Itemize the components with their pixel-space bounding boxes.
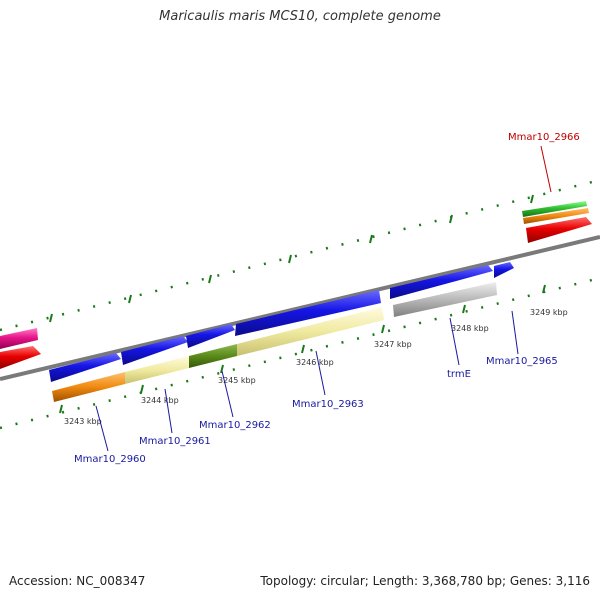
tick-label: 3249 kbp [530, 308, 568, 317]
gene-label-mmar10-2961[interactable]: Mmar10_2961 [139, 436, 211, 447]
tick-label: 3245 kbp [218, 376, 256, 385]
gene-leader-lines [95, 145, 552, 452]
gene-label-mmar10-2966[interactable]: Mmar10_2966 [508, 132, 580, 143]
genome-backbone [0, 235, 600, 381]
right-genes [522, 201, 592, 243]
gene-label-mmar10-2965[interactable]: Mmar10_2965 [486, 356, 558, 367]
gene-arrow-blue[interactable] [186, 324, 235, 348]
feature-grey[interactable] [393, 282, 497, 317]
gene-arrow-blue[interactable] [494, 262, 514, 278]
feature-orange[interactable] [52, 372, 125, 402]
tick-label: 3248 kbp [451, 324, 489, 333]
tick-label: 3244 kbp [141, 396, 179, 405]
feature-pale-yellow[interactable] [237, 307, 384, 356]
gene-arrow-blue[interactable] [49, 353, 121, 382]
gene-arrow-blue[interactable] [121, 336, 188, 365]
gene-label-mmar10-2960[interactable]: Mmar10_2960 [74, 454, 146, 465]
accession-text: Accession: NC_008347 [9, 574, 146, 588]
genome-title: Maricaulis maris MCS10, complete genome [159, 9, 441, 24]
forward-strand-genes [49, 262, 514, 382]
genome-summary-text: Topology: circular; Length: 3,368,780 bp… [260, 574, 590, 588]
gene-arrow-red[interactable] [526, 217, 592, 243]
feature-olive[interactable] [189, 344, 237, 368]
tick-label: 3247 kbp [374, 340, 412, 349]
gene-arrow-blue[interactable] [235, 290, 381, 336]
upper-major-ticks [49, 194, 534, 323]
feature-orange[interactable] [523, 208, 589, 224]
feature-bars [52, 282, 497, 402]
gene-arrow-blue[interactable] [390, 265, 493, 299]
lower-major-ticks [59, 284, 546, 414]
kbp-labels: 3243 kbp 3244 kbp 3245 kbp 3246 kbp 3247… [64, 308, 568, 426]
tick-label: 3243 kbp [64, 417, 102, 426]
left-genes [0, 328, 41, 369]
gene-labels: Mmar10_2960 Mmar10_2961 Mmar10_2962 Mmar… [74, 132, 580, 465]
tick-label: 3246 kbp [296, 358, 334, 367]
gene-arrow-pink[interactable] [0, 328, 38, 349]
gene-arrow-red[interactable] [0, 346, 41, 369]
gene-label-trme[interactable]: trmE [447, 369, 471, 380]
gene-label-mmar10-2963[interactable]: Mmar10_2963 [292, 399, 364, 410]
gene-label-mmar10-2962[interactable]: Mmar10_2962 [199, 420, 271, 431]
gene-arrow-green[interactable] [522, 201, 587, 217]
feature-pale-yellow[interactable] [125, 356, 189, 384]
